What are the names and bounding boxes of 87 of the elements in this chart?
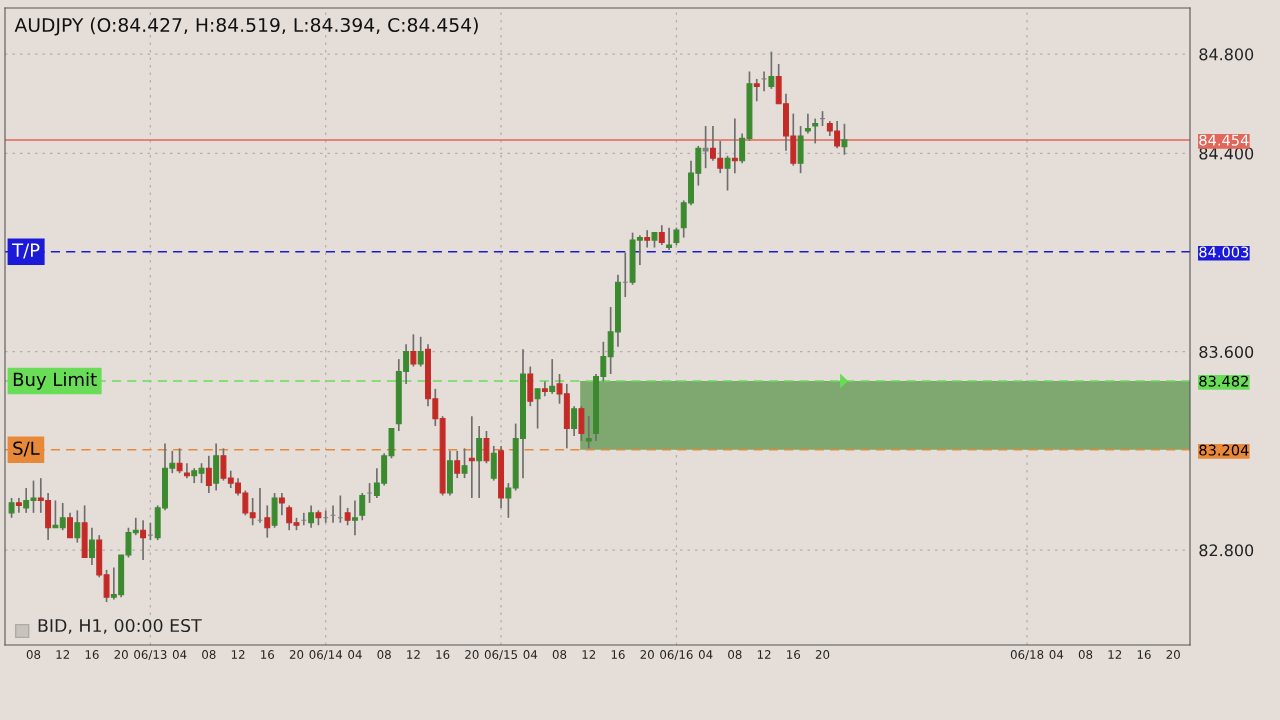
ref-line-label: S/L: [13, 441, 40, 457]
candlestick: [461, 447, 468, 479]
candlestick: [366, 482, 373, 504]
candlestick: [804, 112, 811, 135]
candlestick: [702, 125, 709, 170]
x-tick-label: 04: [523, 650, 538, 659]
candlestick: [571, 405, 578, 437]
x-tick-label: 20: [640, 650, 654, 659]
candlestick: [410, 333, 417, 368]
candlestick: [841, 122, 848, 156]
x-tick-label: 16: [1137, 650, 1151, 659]
candlestick: [534, 388, 541, 430]
x-tick-label: 08: [552, 650, 567, 659]
x-tick-label: 12: [757, 650, 771, 659]
candlestick: [183, 462, 190, 479]
candlestick: [67, 512, 73, 539]
candlestick: [768, 50, 775, 90]
candlestick: [658, 224, 665, 246]
x-tick-label: 12: [231, 650, 245, 659]
candlestick: [140, 519, 147, 561]
y-tick-label: 84.003: [1199, 246, 1249, 258]
candlestick: [308, 504, 315, 529]
x-tick-label: 20: [289, 650, 304, 659]
candlestick: [176, 447, 183, 475]
chart-title: AUDJPY (O:84.427, H:84.519, L:84.394, C:84.454): [14, 17, 478, 36]
y-tick-label: 84.800: [1199, 48, 1254, 61]
x-tick-label: 20: [465, 650, 479, 659]
candlestick: [264, 504, 271, 539]
x-tick-label: 08: [377, 650, 391, 659]
candlestick: [359, 492, 366, 522]
x-tick-label: 16: [787, 650, 801, 659]
candlestick: [724, 154, 731, 192]
candlestick: [476, 425, 483, 499]
candlestick: [351, 499, 358, 536]
candlestick: [644, 229, 651, 249]
x-tick-label: 04: [172, 650, 187, 659]
candlestick: [278, 492, 285, 517]
x-tick-label: 06/13: [134, 650, 167, 660]
x-tick-label: 08: [728, 650, 742, 659]
candlestick: [666, 226, 673, 251]
x-tick-label: 04: [348, 650, 362, 659]
x-tick-label: 06/16: [660, 650, 693, 660]
x-tick-label: 12: [56, 650, 70, 659]
candlestick: [88, 526, 95, 566]
candlestick: [52, 499, 59, 529]
x-tick-label: 12: [582, 650, 596, 659]
ref-line-label: T/P: [12, 243, 40, 259]
x-tick-label: 08: [1078, 650, 1093, 659]
y-tick-label: 82.800: [1199, 544, 1254, 557]
y-tick-label: 84.454: [1199, 134, 1249, 146]
candlestick: [205, 454, 212, 494]
y-tick-label: 83.204: [1199, 444, 1249, 456]
candlestick: [417, 335, 424, 368]
y-tick-label: 83.482: [1199, 375, 1248, 387]
candlestick: [74, 509, 81, 544]
x-tick-label: 04: [1049, 650, 1064, 659]
x-tick-label: 16: [261, 650, 275, 659]
x-tick-label: 08: [26, 650, 41, 659]
x-tick-label: 12: [1108, 650, 1122, 659]
annotation: BID, H1, 00:00 EST: [38, 618, 202, 634]
x-tick-label: 20: [815, 650, 830, 659]
candlestick: [483, 430, 490, 465]
candlestick: [8, 497, 15, 519]
x-tick-label: 20: [114, 650, 128, 659]
candlestick: [59, 502, 66, 532]
x-tick-label: 04: [698, 650, 713, 659]
ref-line-label: Buy Limit: [13, 372, 97, 390]
x-tick-label: 16: [611, 650, 625, 659]
candlestick: [731, 117, 738, 174]
candlestick: [249, 497, 256, 527]
x-tick-label: 06/14: [309, 650, 343, 660]
candlestick: [454, 450, 461, 479]
candlestick: [812, 117, 819, 145]
x-tick-label: 20: [1166, 650, 1180, 659]
candlestick: [753, 78, 760, 103]
x-tick-label: 16: [85, 650, 99, 659]
candlestick: [505, 482, 512, 519]
x-tick-label: 12: [407, 650, 420, 659]
x-tick-label: 08: [202, 650, 216, 659]
x-tick-label: 16: [436, 650, 450, 659]
y-tick-label: 83.600: [1199, 345, 1254, 358]
candlestick: [549, 358, 556, 395]
candlestick: [585, 415, 592, 450]
y-tick-label: 84.400: [1199, 147, 1254, 160]
x-tick-label: 06/15: [484, 650, 518, 660]
candlestick: [468, 415, 475, 499]
x-tick-label: 06/18: [1010, 650, 1044, 660]
